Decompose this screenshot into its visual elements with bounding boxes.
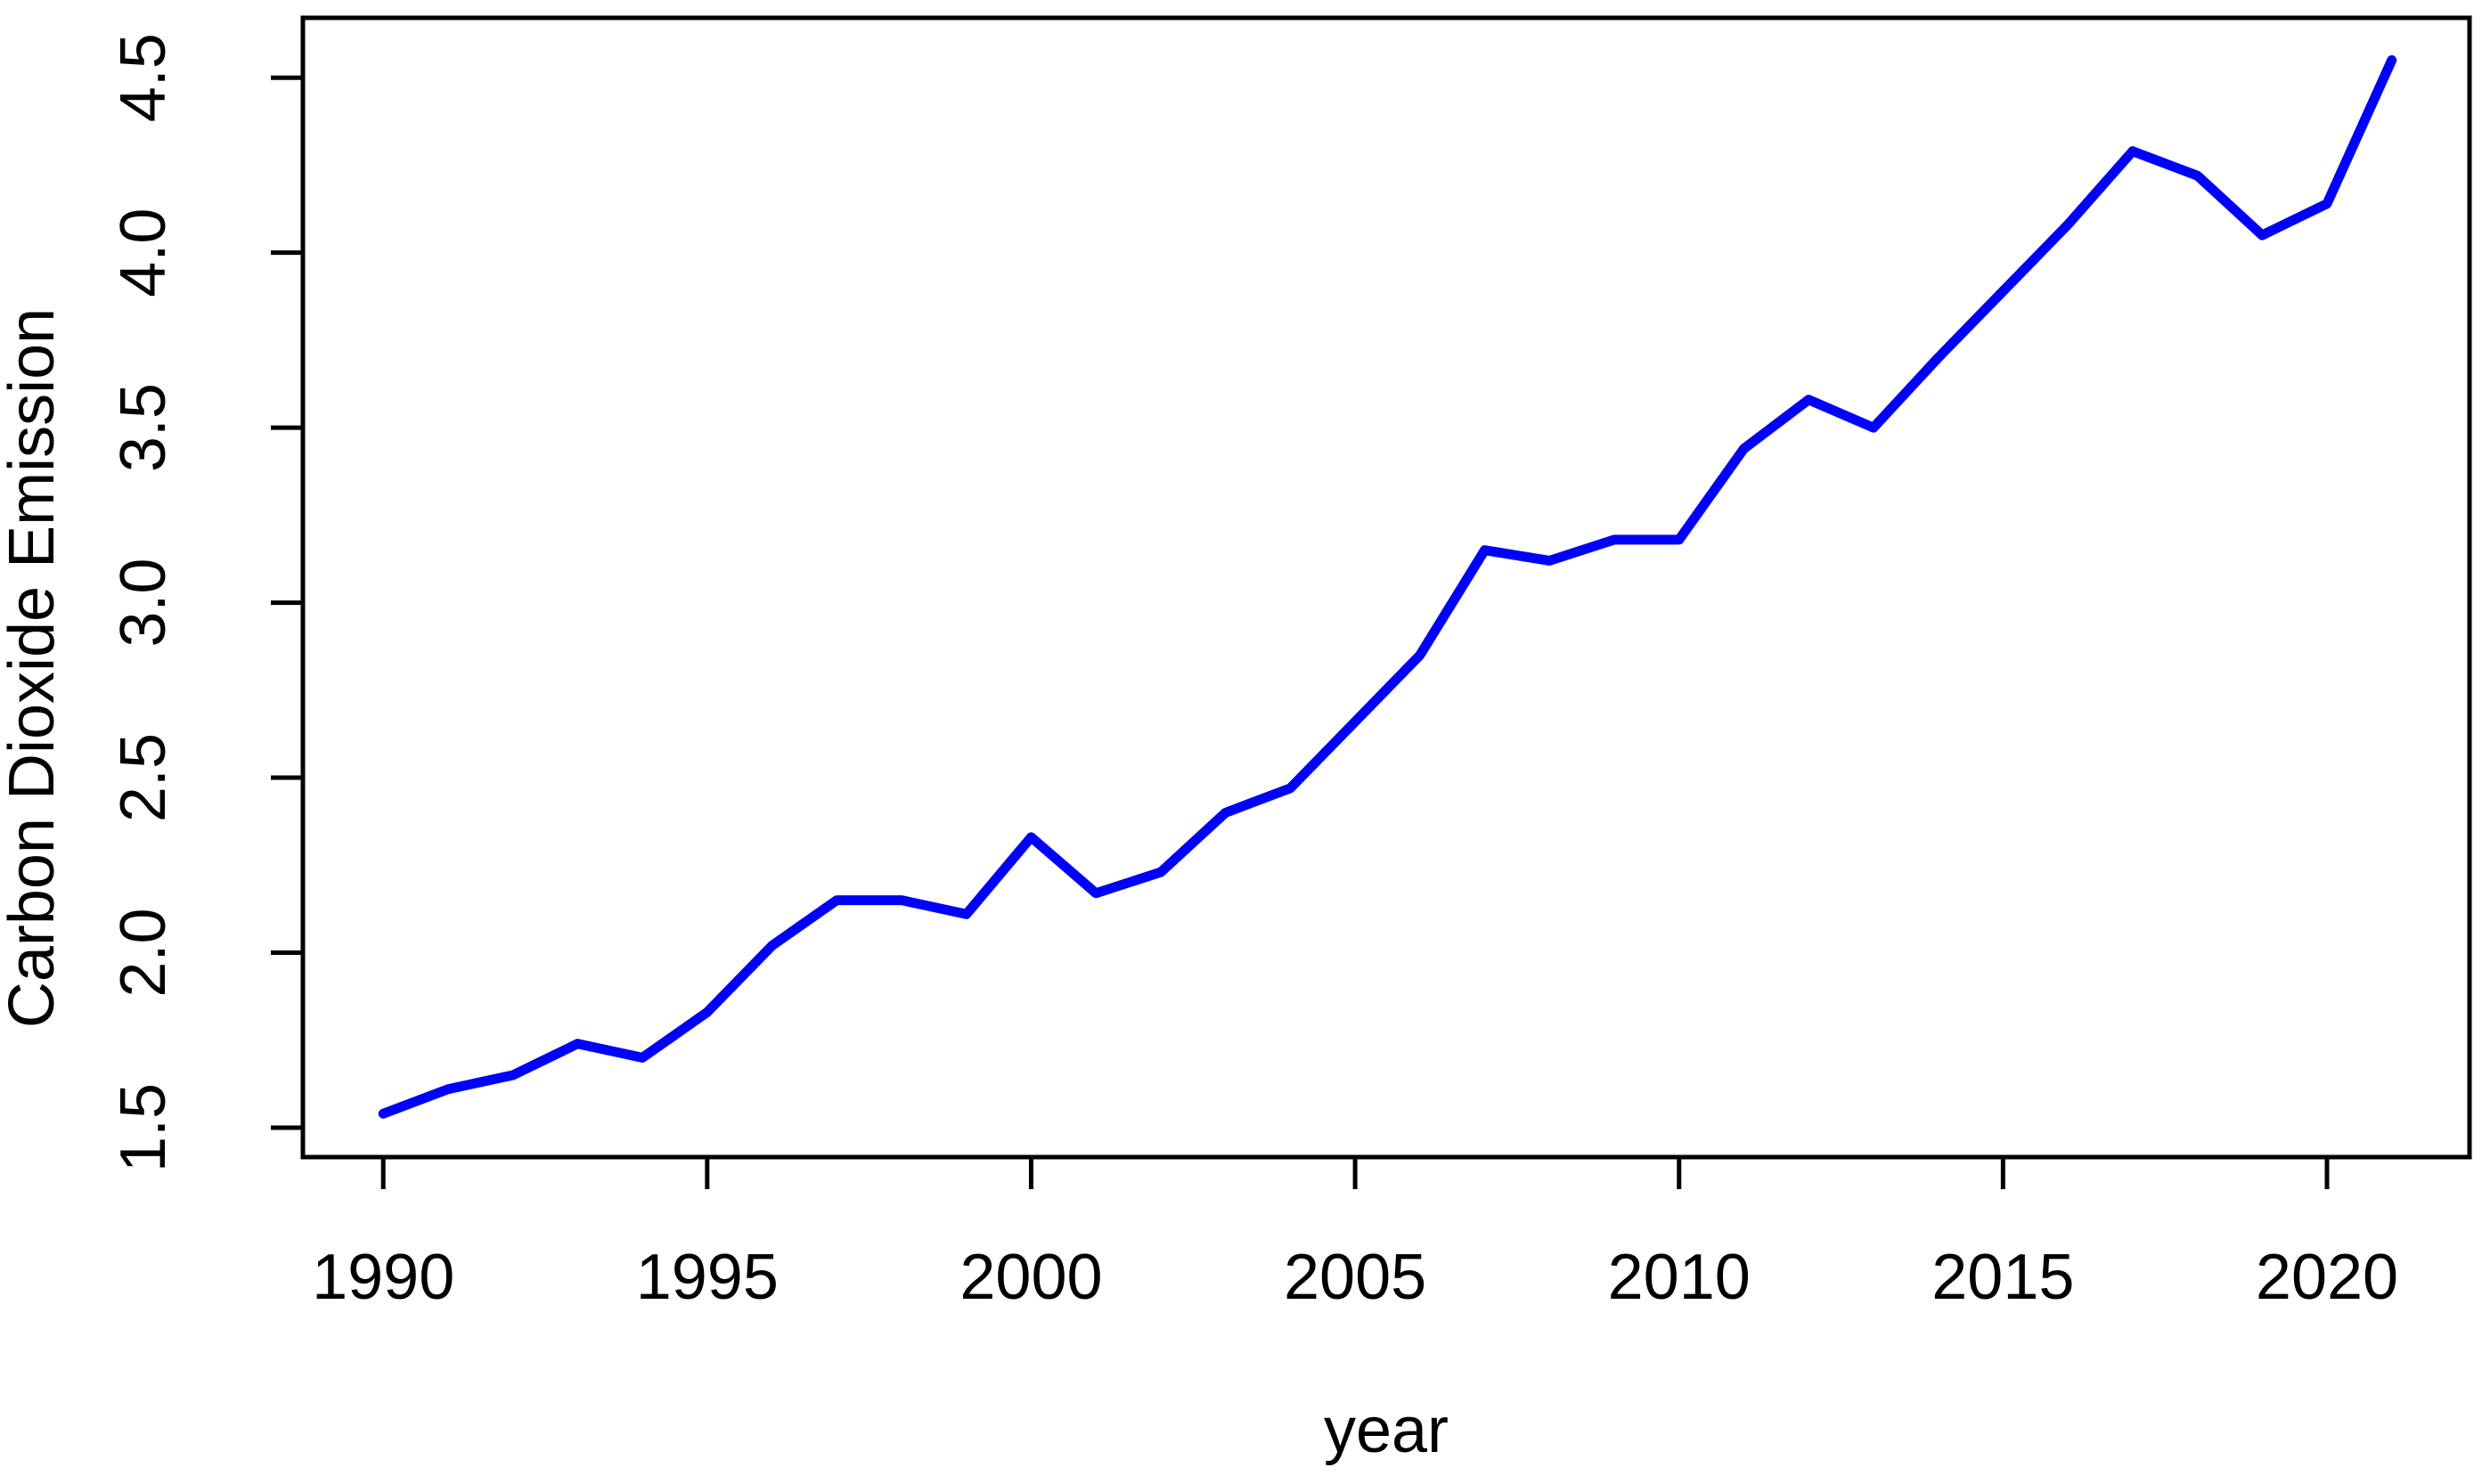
y-tick-label: 2.0 bbox=[108, 908, 179, 997]
y-tick-label: 4.5 bbox=[108, 33, 179, 122]
x-axis-tick-labels: 1990 1995 2000 2005 2010 2015 2020 bbox=[312, 1242, 2398, 1313]
x-tick-label: 1990 bbox=[312, 1242, 454, 1313]
x-tick-label: 1995 bbox=[636, 1242, 779, 1313]
emission-line bbox=[378, 55, 2397, 1119]
x-axis-title: year bbox=[1324, 1395, 1449, 1466]
x-tick-label: 2010 bbox=[1608, 1242, 1751, 1313]
x-tick-label: 2000 bbox=[959, 1242, 1102, 1313]
y-tick-label: 2.5 bbox=[108, 733, 179, 822]
y-axis-ticks bbox=[271, 75, 303, 1130]
y-tick-label: 4.0 bbox=[108, 208, 179, 298]
x-tick-label: 2020 bbox=[2256, 1242, 2398, 1313]
y-tick-label: 3.5 bbox=[108, 383, 179, 472]
y-axis-title: Carbon Dioxide Emission bbox=[0, 308, 68, 1028]
y-axis-tick-labels: 1.5 2.0 2.5 3.0 3.5 4.0 4.5 bbox=[108, 33, 179, 1172]
plot-border-box bbox=[300, 15, 2472, 1160]
y-tick-label: 1.5 bbox=[108, 1083, 179, 1172]
x-axis-ticks bbox=[380, 1157, 2330, 1189]
y-tick-label: 3.0 bbox=[108, 559, 179, 648]
x-tick-label: 2015 bbox=[1931, 1242, 2074, 1313]
x-tick-label: 2005 bbox=[1284, 1242, 1426, 1313]
